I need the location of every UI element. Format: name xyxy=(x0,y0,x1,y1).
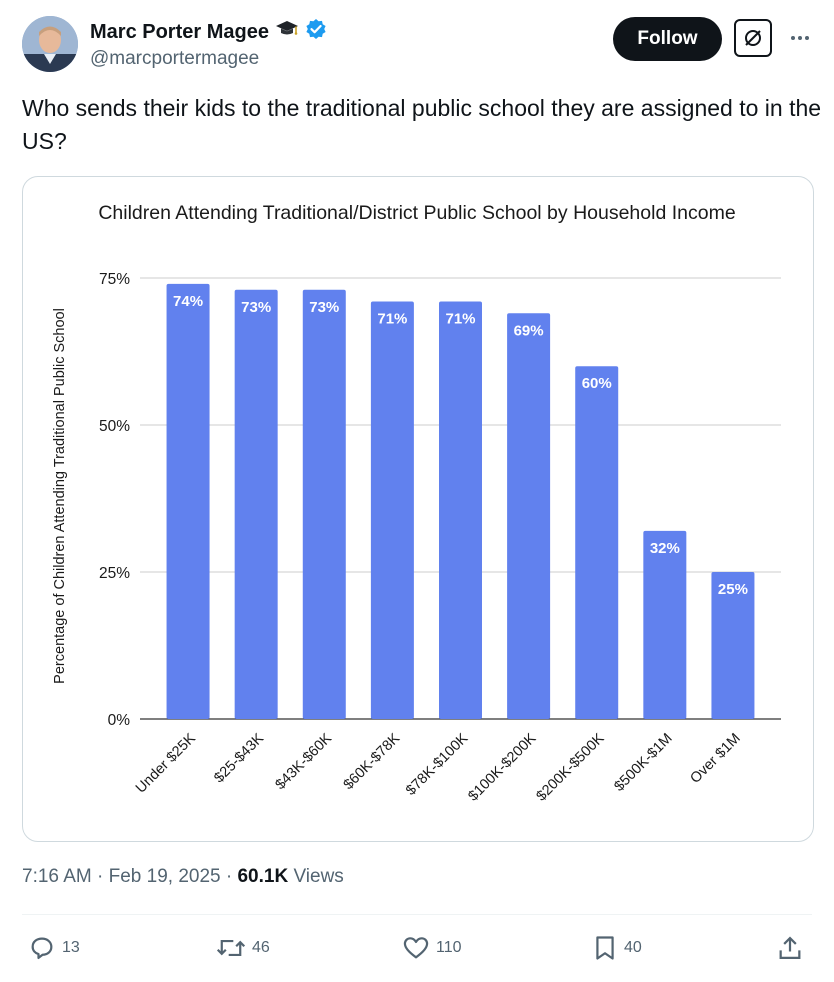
bar-chart: Children Attending Traditional/District … xyxy=(52,202,781,805)
like-count: 110 xyxy=(436,939,462,956)
repost-count: 46 xyxy=(252,939,270,956)
bar xyxy=(507,313,551,719)
bar xyxy=(439,301,482,719)
bar xyxy=(643,530,687,719)
x-tick-label: Under $25K xyxy=(133,730,199,796)
x-tick-label: $200K-$500K xyxy=(534,730,608,804)
tweet-time[interactable]: 7:16 AM xyxy=(22,866,92,887)
heart-icon xyxy=(403,937,429,959)
chart-y-axis-label: Percentage of Children Attending Traditi… xyxy=(52,308,68,684)
graduation-cap-icon xyxy=(275,19,299,45)
verified-badge-icon xyxy=(305,18,327,46)
x-tick-label: $500K-$1M xyxy=(611,731,675,795)
bar-value-label: 71% xyxy=(377,311,407,328)
x-tick-label: $78K-$100K xyxy=(403,730,472,799)
media-card[interactable]: Children Attending Traditional/District … xyxy=(22,176,814,842)
tweet-meta: 7:16 AM · Feb 19, 2025 · 60.1K Views xyxy=(22,866,344,888)
x-tick-label: $43K-$60K xyxy=(272,730,335,793)
chart-title: Children Attending Traditional/District … xyxy=(98,202,735,224)
reply-count: 13 xyxy=(62,939,80,956)
x-tick-label: $100K-$200K xyxy=(465,730,539,804)
bookmark-count: 40 xyxy=(624,939,642,956)
avatar-image xyxy=(22,16,78,72)
bookmark-icon xyxy=(596,936,614,960)
x-tick-label: Over $1M xyxy=(687,731,743,787)
grok-icon xyxy=(745,30,761,46)
author-handle[interactable]: @marcportermagee xyxy=(90,48,260,69)
reply-icon xyxy=(31,937,53,960)
bar xyxy=(166,283,210,719)
bar-value-label: 69% xyxy=(514,322,544,339)
author-name-row[interactable]: Marc Porter Magee xyxy=(90,18,327,46)
meta-separator: · xyxy=(225,866,233,887)
avatar[interactable] xyxy=(22,16,78,72)
bar xyxy=(370,301,414,719)
bar-value-label: 73% xyxy=(309,299,339,316)
x-tick-label: $60K-$78K xyxy=(341,730,404,793)
follow-button[interactable]: Follow xyxy=(613,17,722,61)
bar-value-label: 71% xyxy=(445,311,475,328)
tweet-date[interactable]: Feb 19, 2025 xyxy=(108,866,221,887)
more-options-button[interactable] xyxy=(786,24,814,52)
bar xyxy=(302,289,346,719)
share-button[interactable] xyxy=(776,930,804,966)
y-tick-label: 75% xyxy=(99,271,130,288)
grok-button[interactable] xyxy=(734,19,772,57)
meta-separator: · xyxy=(97,866,104,887)
bar-value-label: 73% xyxy=(241,299,271,316)
y-tick-label: 25% xyxy=(99,565,130,582)
y-tick-label: 0% xyxy=(108,712,131,729)
bar-value-label: 60% xyxy=(582,375,612,392)
divider xyxy=(22,914,812,915)
views-label: Views xyxy=(293,866,344,887)
more-dots-icon xyxy=(791,36,809,40)
tweet-text: Who sends their kids to the traditional … xyxy=(22,95,822,154)
bar-value-label: 32% xyxy=(650,540,680,557)
bar xyxy=(711,572,755,719)
like-button[interactable]: 110 xyxy=(402,930,462,966)
reply-button[interactable]: 13 xyxy=(28,930,80,966)
bar xyxy=(234,289,278,719)
bookmark-button[interactable]: 40 xyxy=(592,930,642,966)
bar-value-label: 74% xyxy=(173,293,203,310)
repost-button[interactable]: 46 xyxy=(216,930,270,966)
share-icon xyxy=(779,936,801,960)
bar-value-label: 25% xyxy=(718,581,748,598)
y-tick-label: 50% xyxy=(99,418,130,435)
bar xyxy=(575,366,619,719)
views-count: 60.1K xyxy=(237,866,289,887)
x-tick-label: $25-$43K xyxy=(211,730,267,786)
repost-icon xyxy=(216,939,246,957)
author-name[interactable]: Marc Porter Magee xyxy=(90,20,269,43)
